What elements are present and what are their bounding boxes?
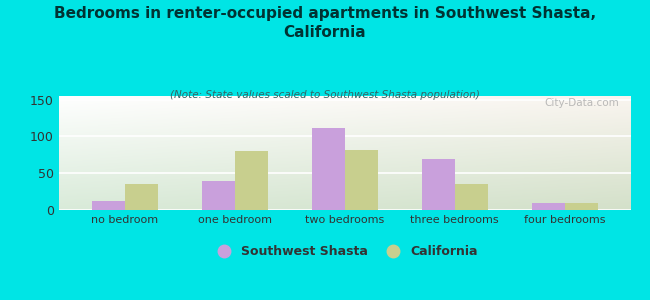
- Bar: [125, 184, 157, 210]
- Bar: [532, 202, 564, 210]
- Text: Bedrooms in renter-occupied apartments in Southwest Shasta,
California: Bedrooms in renter-occupied apartments i…: [54, 6, 596, 40]
- Bar: [311, 128, 344, 210]
- Bar: [454, 184, 488, 210]
- Text: City-Data.com: City-Data.com: [544, 98, 619, 108]
- Bar: [92, 201, 125, 210]
- Bar: [421, 158, 454, 210]
- Bar: [344, 150, 378, 210]
- Bar: [235, 151, 268, 210]
- Legend: Southwest Shasta, California: Southwest Shasta, California: [206, 240, 483, 263]
- Bar: [202, 181, 235, 210]
- Text: (Note: State values scaled to Southwest Shasta population): (Note: State values scaled to Southwest …: [170, 90, 480, 100]
- Bar: [564, 202, 597, 210]
